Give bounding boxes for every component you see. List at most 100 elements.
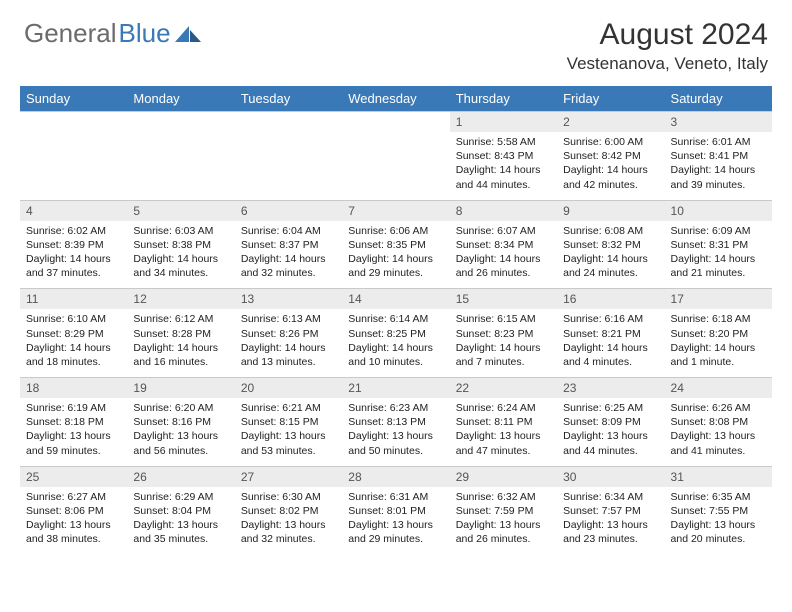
sunset-text: Sunset: 8:18 PM <box>26 415 121 429</box>
sunrise-text: Sunrise: 6:25 AM <box>563 401 658 415</box>
day-number-cell: 4 <box>20 200 127 221</box>
sunrise-text: Sunrise: 6:09 AM <box>671 224 766 238</box>
empty-cell <box>235 132 342 200</box>
sunset-text: Sunset: 8:23 PM <box>456 327 551 341</box>
day-info-cell: Sunrise: 6:13 AMSunset: 8:26 PMDaylight:… <box>235 309 342 377</box>
sunrise-text: Sunrise: 6:32 AM <box>456 490 551 504</box>
weekday-header: Tuesday <box>235 86 342 112</box>
day-info-cell: Sunrise: 6:19 AMSunset: 8:18 PMDaylight:… <box>20 398 127 466</box>
sunrise-text: Sunrise: 6:23 AM <box>348 401 443 415</box>
day-info-cell: Sunrise: 6:35 AMSunset: 7:55 PMDaylight:… <box>665 487 772 555</box>
day-info-cell: Sunrise: 6:20 AMSunset: 8:16 PMDaylight:… <box>127 398 234 466</box>
sunrise-text: Sunrise: 6:26 AM <box>671 401 766 415</box>
calendar-table: SundayMondayTuesdayWednesdayThursdayFrid… <box>20 86 772 554</box>
day-number-cell: 16 <box>557 289 664 310</box>
day-info-cell: Sunrise: 6:18 AMSunset: 8:20 PMDaylight:… <box>665 309 772 377</box>
day-info-cell: Sunrise: 6:04 AMSunset: 8:37 PMDaylight:… <box>235 221 342 289</box>
sunset-text: Sunset: 8:13 PM <box>348 415 443 429</box>
sunset-text: Sunset: 8:38 PM <box>133 238 228 252</box>
empty-cell <box>127 132 234 200</box>
day-number-cell: 9 <box>557 200 664 221</box>
day-info-cell: Sunrise: 6:10 AMSunset: 8:29 PMDaylight:… <box>20 309 127 377</box>
sunset-text: Sunset: 8:26 PM <box>241 327 336 341</box>
day-info-cell: Sunrise: 6:02 AMSunset: 8:39 PMDaylight:… <box>20 221 127 289</box>
daylight-text: Daylight: 13 hours and 38 minutes. <box>26 518 121 546</box>
sunrise-text: Sunrise: 6:00 AM <box>563 135 658 149</box>
daylight-text: Daylight: 13 hours and 20 minutes. <box>671 518 766 546</box>
sunset-text: Sunset: 8:08 PM <box>671 415 766 429</box>
sunset-text: Sunset: 8:41 PM <box>671 149 766 163</box>
day-number-cell: 23 <box>557 378 664 399</box>
daylight-text: Daylight: 14 hours and 7 minutes. <box>456 341 551 369</box>
day-number-cell: 26 <box>127 466 234 487</box>
daylight-text: Daylight: 13 hours and 44 minutes. <box>563 429 658 457</box>
weekday-header: Saturday <box>665 86 772 112</box>
week-number-row: 123 <box>20 112 772 133</box>
sunrise-text: Sunrise: 6:21 AM <box>241 401 336 415</box>
day-info-cell: Sunrise: 6:08 AMSunset: 8:32 PMDaylight:… <box>557 221 664 289</box>
day-number-cell: 6 <box>235 200 342 221</box>
day-info-cell: Sunrise: 6:07 AMSunset: 8:34 PMDaylight:… <box>450 221 557 289</box>
sunset-text: Sunset: 8:16 PM <box>133 415 228 429</box>
week-info-row: Sunrise: 6:10 AMSunset: 8:29 PMDaylight:… <box>20 309 772 377</box>
page-header: GeneralBlue August 2024 Vestenanova, Ven… <box>0 0 792 80</box>
sunrise-text: Sunrise: 6:20 AM <box>133 401 228 415</box>
day-number-cell: 14 <box>342 289 449 310</box>
sunrise-text: Sunrise: 6:29 AM <box>133 490 228 504</box>
week-info-row: Sunrise: 6:02 AMSunset: 8:39 PMDaylight:… <box>20 221 772 289</box>
day-info-cell: Sunrise: 6:06 AMSunset: 8:35 PMDaylight:… <box>342 221 449 289</box>
empty-cell <box>127 112 234 133</box>
day-number-cell: 24 <box>665 378 772 399</box>
day-number-cell: 19 <box>127 378 234 399</box>
daylight-text: Daylight: 13 hours and 53 minutes. <box>241 429 336 457</box>
empty-cell <box>342 112 449 133</box>
week-info-row: Sunrise: 5:58 AMSunset: 8:43 PMDaylight:… <box>20 132 772 200</box>
sunset-text: Sunset: 8:06 PM <box>26 504 121 518</box>
sunrise-text: Sunrise: 6:14 AM <box>348 312 443 326</box>
empty-cell <box>20 112 127 133</box>
sunrise-text: Sunrise: 6:01 AM <box>671 135 766 149</box>
day-number-cell: 7 <box>342 200 449 221</box>
sunset-text: Sunset: 8:35 PM <box>348 238 443 252</box>
week-number-row: 18192021222324 <box>20 378 772 399</box>
sunrise-text: Sunrise: 6:06 AM <box>348 224 443 238</box>
day-number-cell: 20 <box>235 378 342 399</box>
sunrise-text: Sunrise: 6:35 AM <box>671 490 766 504</box>
day-number-cell: 27 <box>235 466 342 487</box>
sunset-text: Sunset: 7:59 PM <box>456 504 551 518</box>
daylight-text: Daylight: 13 hours and 41 minutes. <box>671 429 766 457</box>
sunrise-text: Sunrise: 5:58 AM <box>456 135 551 149</box>
day-info-cell: Sunrise: 6:23 AMSunset: 8:13 PMDaylight:… <box>342 398 449 466</box>
week-info-row: Sunrise: 6:27 AMSunset: 8:06 PMDaylight:… <box>20 487 772 555</box>
sunset-text: Sunset: 8:42 PM <box>563 149 658 163</box>
day-number-cell: 1 <box>450 112 557 133</box>
sunset-text: Sunset: 8:21 PM <box>563 327 658 341</box>
day-info-cell: Sunrise: 6:27 AMSunset: 8:06 PMDaylight:… <box>20 487 127 555</box>
week-number-row: 45678910 <box>20 200 772 221</box>
day-number-cell: 22 <box>450 378 557 399</box>
sunrise-text: Sunrise: 6:07 AM <box>456 224 551 238</box>
brand-part1: General <box>24 18 117 49</box>
sunset-text: Sunset: 8:32 PM <box>563 238 658 252</box>
day-info-cell: Sunrise: 6:29 AMSunset: 8:04 PMDaylight:… <box>127 487 234 555</box>
sunrise-text: Sunrise: 6:24 AM <box>456 401 551 415</box>
day-number-cell: 29 <box>450 466 557 487</box>
daylight-text: Daylight: 14 hours and 10 minutes. <box>348 341 443 369</box>
sunset-text: Sunset: 8:37 PM <box>241 238 336 252</box>
empty-cell <box>342 132 449 200</box>
daylight-text: Daylight: 14 hours and 32 minutes. <box>241 252 336 280</box>
daylight-text: Daylight: 14 hours and 24 minutes. <box>563 252 658 280</box>
day-info-cell: Sunrise: 6:30 AMSunset: 8:02 PMDaylight:… <box>235 487 342 555</box>
sunrise-text: Sunrise: 6:04 AM <box>241 224 336 238</box>
day-number-cell: 2 <box>557 112 664 133</box>
daylight-text: Daylight: 14 hours and 37 minutes. <box>26 252 121 280</box>
brand-logo: GeneralBlue <box>24 18 203 49</box>
daylight-text: Daylight: 13 hours and 47 minutes. <box>456 429 551 457</box>
sunrise-text: Sunrise: 6:27 AM <box>26 490 121 504</box>
daylight-text: Daylight: 14 hours and 26 minutes. <box>456 252 551 280</box>
day-number-cell: 17 <box>665 289 772 310</box>
sunrise-text: Sunrise: 6:31 AM <box>348 490 443 504</box>
sunset-text: Sunset: 8:20 PM <box>671 327 766 341</box>
week-number-row: 25262728293031 <box>20 466 772 487</box>
sunrise-text: Sunrise: 6:10 AM <box>26 312 121 326</box>
